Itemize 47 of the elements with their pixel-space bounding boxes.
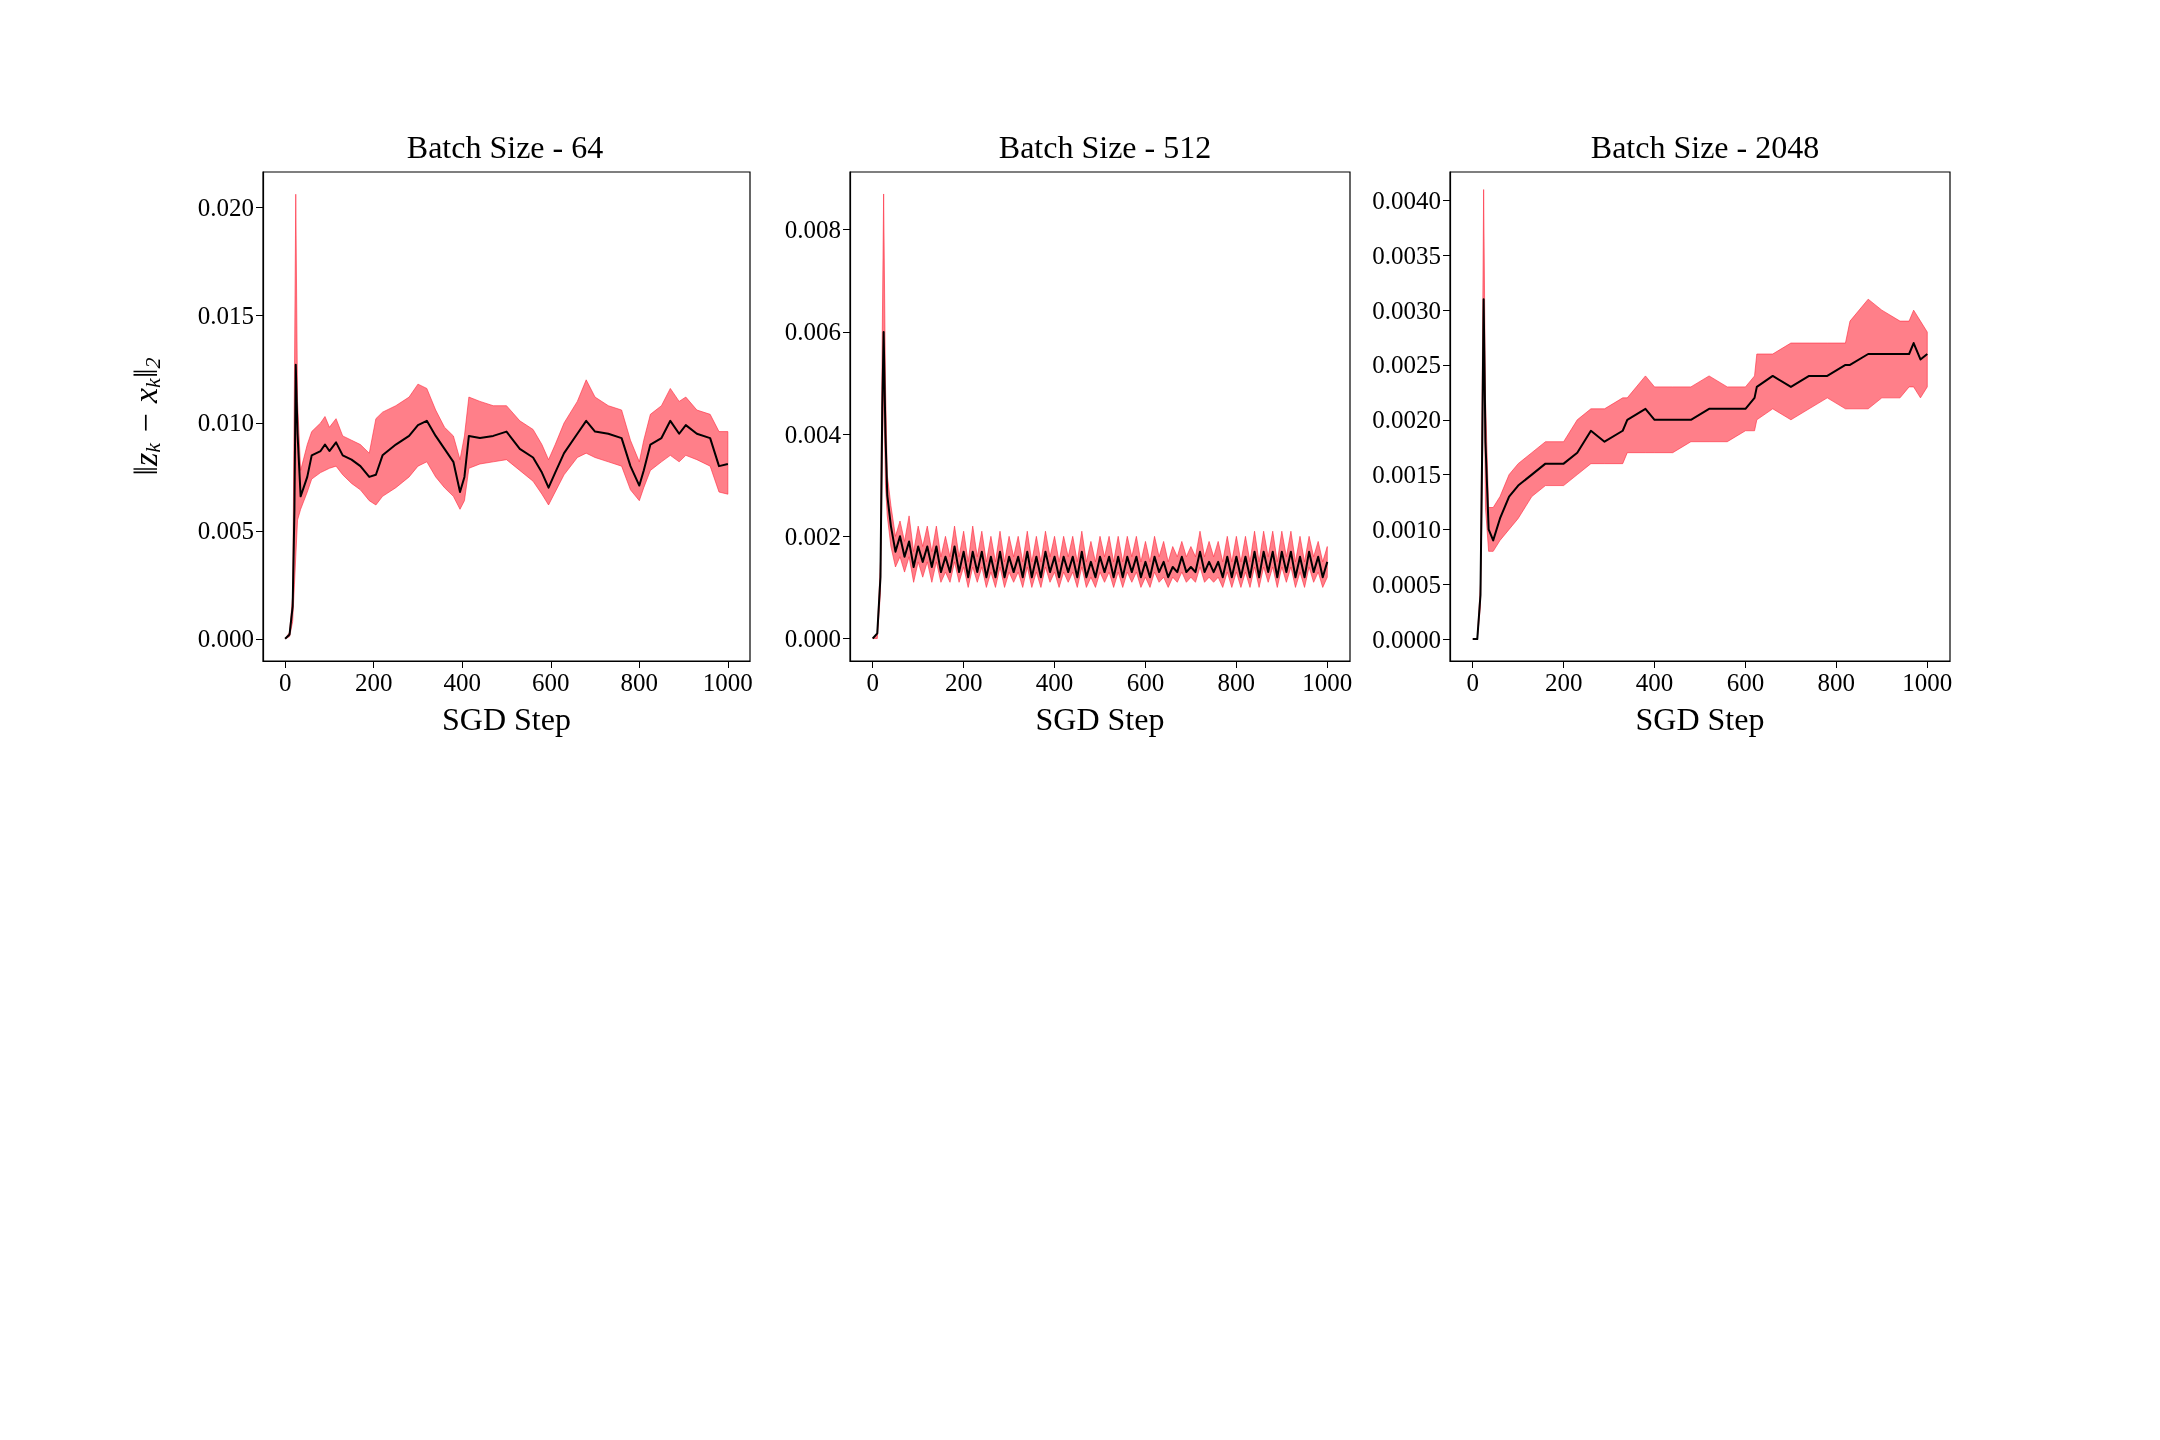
y-tick-label: 0.020 bbox=[197, 193, 254, 221]
y-tick-label: 0.008 bbox=[784, 216, 841, 244]
y-tick-label: 0.0000 bbox=[1372, 625, 1441, 653]
y-tick-label: 0.015 bbox=[197, 301, 254, 329]
y-tick-label: 0.0030 bbox=[1372, 296, 1441, 324]
x-tick-label: 1000 bbox=[1902, 669, 1953, 696]
y-tick-label: 0.004 bbox=[784, 420, 842, 448]
y-tick-label: 0.0025 bbox=[1372, 351, 1441, 379]
y-tick-label: 0.0010 bbox=[1372, 515, 1441, 543]
x-tick-label: 0 bbox=[866, 669, 879, 696]
y-axis-title: ‖zk − xk‖2 bbox=[126, 357, 165, 476]
x-tick-label: 400 bbox=[1035, 669, 1074, 696]
y-tick-label: 0.005 bbox=[197, 517, 254, 545]
x-tick-label: 1000 bbox=[702, 669, 753, 696]
y-tick-label: 0.006 bbox=[784, 318, 841, 346]
y-tick-label: 0.0015 bbox=[1372, 461, 1441, 489]
x-tick-label: 200 bbox=[354, 669, 393, 696]
x-tick-label: 600 bbox=[1126, 669, 1165, 696]
x-tick-label: 0 bbox=[1466, 669, 1479, 696]
y-tick-label: 0.0040 bbox=[1372, 187, 1441, 215]
x-tick-label: 1000 bbox=[1302, 669, 1353, 696]
y-tick-label: 0.002 bbox=[784, 522, 841, 550]
x-tick-label: 800 bbox=[620, 669, 659, 696]
chart-title: Batch Size - 512 bbox=[998, 129, 1212, 165]
x-tick-label: 400 bbox=[443, 669, 481, 696]
y-tick-label: 0.010 bbox=[197, 409, 254, 437]
x-axis-title: SGD Step bbox=[1035, 701, 1165, 737]
x-tick-label: 200 bbox=[944, 669, 983, 696]
x-tick-label: 800 bbox=[1217, 669, 1256, 696]
x-axis-title: SGD Step bbox=[1635, 701, 1765, 737]
x-axis-title: SGD Step bbox=[442, 701, 571, 737]
x-tick-label: 0 bbox=[278, 669, 292, 696]
y-tick-label: 0.000 bbox=[197, 625, 254, 653]
y-tick-label: 0.000 bbox=[784, 625, 841, 653]
chart-title: Batch Size - 2048 bbox=[1590, 129, 1820, 165]
line-series bbox=[1471, 298, 1929, 641]
line-series bbox=[871, 330, 1329, 640]
chart-title: Batch Size - 64 bbox=[406, 129, 604, 165]
x-tick-label: 400 bbox=[1635, 669, 1674, 696]
line-series bbox=[284, 363, 729, 640]
y-tick-label: 0.0035 bbox=[1372, 241, 1441, 269]
x-tick-label: 600 bbox=[1726, 669, 1765, 696]
y-tick-label: 0.0005 bbox=[1372, 570, 1441, 598]
y-tick-label: 0.0020 bbox=[1372, 406, 1441, 434]
x-tick-label: 800 bbox=[1817, 669, 1856, 696]
x-tick-label: 600 bbox=[532, 669, 570, 696]
x-tick-label: 200 bbox=[1544, 669, 1583, 696]
